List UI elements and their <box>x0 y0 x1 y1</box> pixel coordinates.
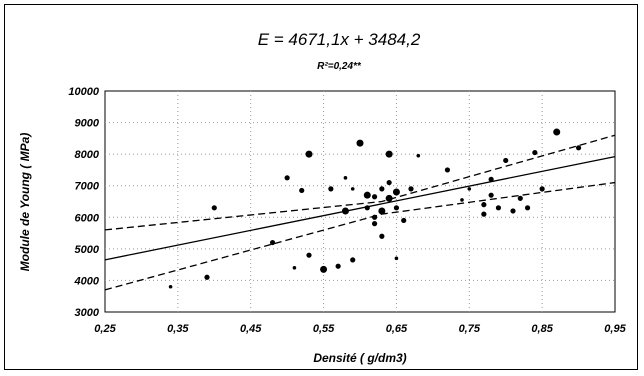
data-point <box>379 186 385 192</box>
data-point <box>356 139 364 147</box>
x-tick-label: 0,45 <box>240 323 262 335</box>
data-point <box>532 149 538 156</box>
data-point <box>343 176 348 180</box>
data-point <box>363 191 371 199</box>
data-point <box>394 256 399 261</box>
y-tick-label: 3000 <box>75 307 100 319</box>
confidence-band-lower <box>104 181 616 291</box>
data-point <box>364 205 370 211</box>
data-point <box>401 217 407 224</box>
data-point <box>524 205 531 211</box>
data-point <box>385 150 393 158</box>
chart-title: E = 4671,1x + 3484,2 <box>258 30 421 49</box>
x-tick-label: 0,85 <box>531 323 553 335</box>
chart-svg: E = 4671,1x + 3484,2 R²=0,24** 0,25 0,35 0… <box>18 30 627 365</box>
y-tick-label: 5000 <box>75 244 100 256</box>
data-point <box>168 284 173 289</box>
y-tick-label: 7000 <box>75 181 100 193</box>
data-point <box>467 187 472 191</box>
data-point <box>350 257 356 263</box>
x-axis-title: Densité ( g/dm3) <box>313 351 406 365</box>
x-tick-label: 0,75 <box>459 323 481 335</box>
data-point <box>341 207 349 215</box>
data-point <box>539 186 545 192</box>
y-tick-label: 4000 <box>74 275 100 287</box>
data-point <box>416 153 421 158</box>
data-point <box>481 202 487 208</box>
data-point <box>481 211 487 217</box>
y-axis-title: Module de Young ( MPa) <box>18 133 32 272</box>
y-tick-label: 8000 <box>75 149 100 161</box>
x-tick-labels: 0,25 0,35 0,45 0,55 0,65 0,75 0,85 0,95 <box>94 323 626 335</box>
data-point <box>371 214 378 220</box>
y-tick-label: 6000 <box>75 212 100 224</box>
data-point <box>350 187 355 191</box>
data-point <box>385 194 393 202</box>
data-point <box>392 188 400 196</box>
data-point <box>292 266 297 270</box>
data-point <box>575 145 582 151</box>
regression-layer <box>104 155 616 261</box>
chart-frame: E = 4671,1x + 3484,2 R²=0,24** 0,25 0,35 0… <box>4 4 638 370</box>
y-tick-label: 10000 <box>68 86 99 98</box>
regression-line <box>104 155 616 261</box>
data-point <box>211 205 217 211</box>
data-point <box>269 239 276 246</box>
data-point <box>305 150 313 158</box>
data-point <box>408 186 414 192</box>
x-tick-label: 0,35 <box>167 323 189 335</box>
chart-subtitle-r2: R²=0,24** <box>317 61 362 72</box>
data-point <box>553 128 561 136</box>
data-point <box>371 221 378 227</box>
data-point <box>379 233 385 239</box>
data-point <box>517 195 523 201</box>
x-tick-label: 0,25 <box>94 323 116 335</box>
data-points-layer <box>168 128 582 289</box>
data-point <box>378 207 386 215</box>
data-point <box>284 175 290 181</box>
x-tick-label: 0,65 <box>386 323 408 335</box>
data-point <box>371 194 378 200</box>
confidence-band-upper <box>104 134 616 231</box>
data-point <box>386 179 392 186</box>
data-point <box>320 265 328 273</box>
data-point <box>503 157 509 164</box>
data-point <box>488 192 494 198</box>
data-point <box>444 167 451 173</box>
data-point <box>510 208 516 214</box>
data-point <box>460 198 464 202</box>
data-point <box>299 187 305 194</box>
plot-area <box>104 90 616 313</box>
data-point <box>393 205 400 211</box>
data-point <box>495 205 502 211</box>
data-point <box>204 274 210 280</box>
data-point <box>488 176 494 182</box>
data-point <box>328 186 334 192</box>
confidence-band-layer <box>104 134 616 291</box>
x-tick-label: 0,95 <box>604 323 626 335</box>
y-tick-labels: 3000 4000 5000 6000 7000 8000 9000 10000 <box>68 86 99 319</box>
data-point <box>306 252 312 258</box>
grid-layer <box>105 91 615 312</box>
x-tick-label: 0,55 <box>313 323 335 335</box>
data-point <box>335 263 341 269</box>
y-tick-label: 9000 <box>75 118 100 130</box>
